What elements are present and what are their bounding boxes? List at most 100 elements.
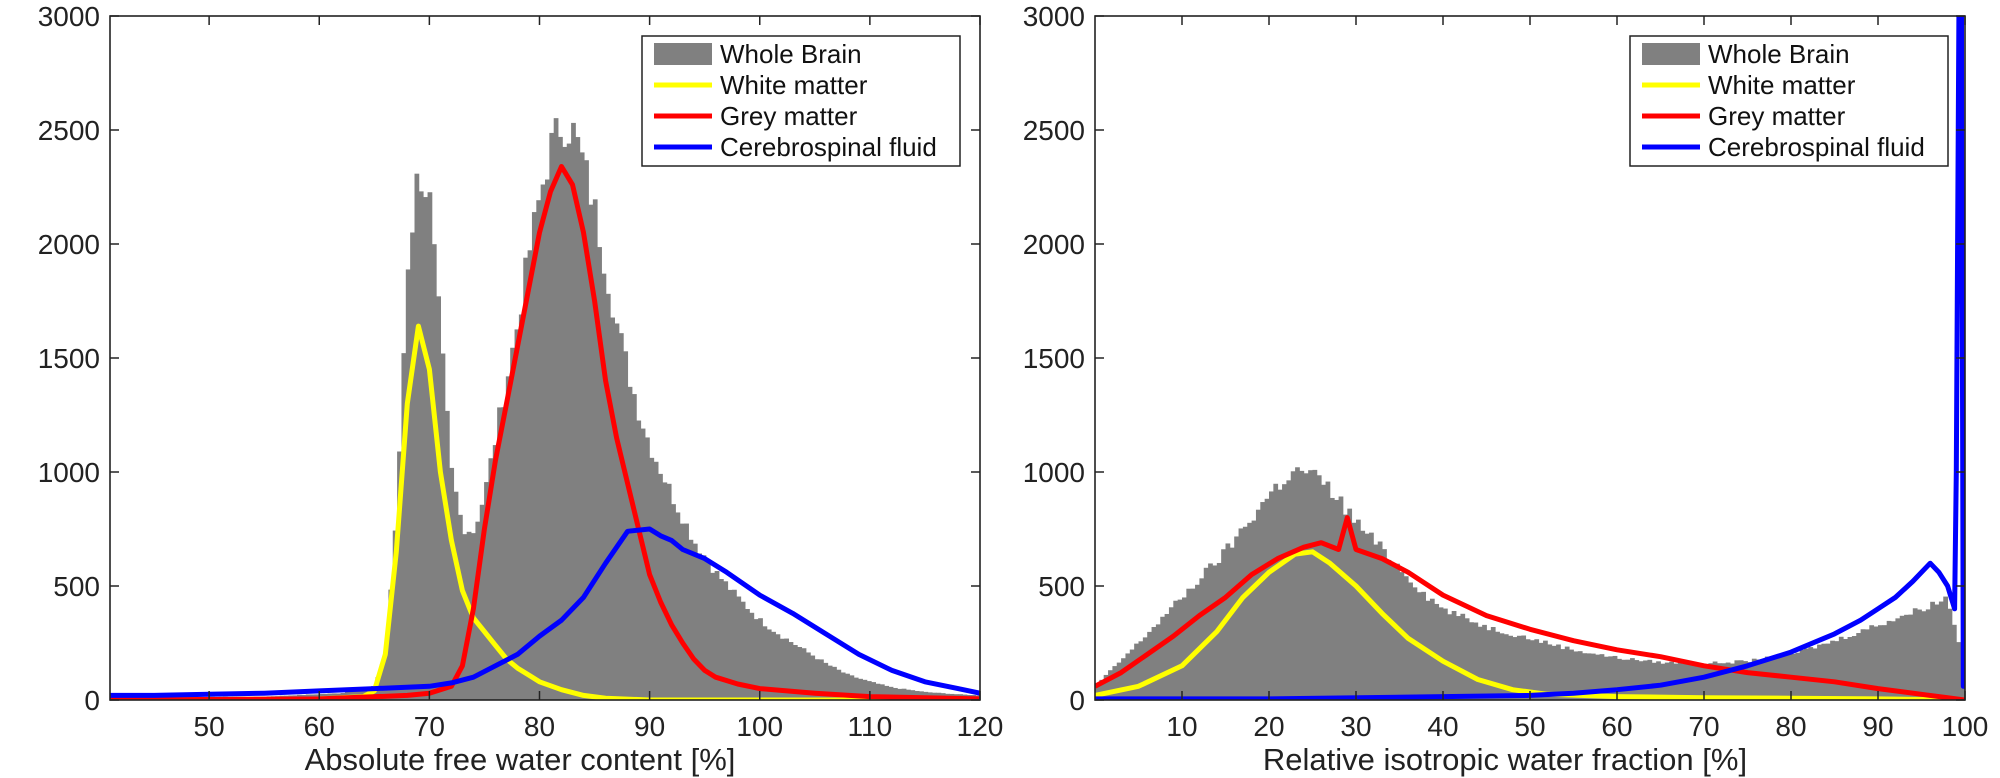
histogram-bar <box>501 407 507 700</box>
y-tick-label: 2000 <box>1023 229 1085 260</box>
histogram-bar <box>423 197 428 700</box>
histogram-bar <box>379 664 385 700</box>
histogram-bar <box>1356 519 1361 700</box>
histogram-bar <box>1695 664 1701 700</box>
histogram-whole-brain <box>1095 467 1965 700</box>
histogram-bar <box>388 589 394 700</box>
histogram-bar <box>1908 614 1914 700</box>
histogram-bar <box>714 571 720 700</box>
y-tick-label: 0 <box>1069 685 1085 716</box>
histogram-bar <box>601 273 607 700</box>
histogram-bar <box>1247 522 1252 700</box>
histogram-bar <box>1299 470 1305 700</box>
y-tick-label: 2000 <box>38 229 100 260</box>
histogram-bar <box>1538 642 1544 700</box>
histogram-bar <box>749 612 755 700</box>
histogram-bar <box>1386 559 1392 700</box>
series-line-grey-matter <box>110 164 980 700</box>
x-tick-label: 30 <box>1340 711 1371 742</box>
histogram-bar <box>792 644 798 700</box>
histogram-bar <box>1590 653 1596 700</box>
histogram-bar <box>1660 663 1666 700</box>
histogram-bar <box>540 184 546 700</box>
histogram-bar <box>1438 607 1444 700</box>
histogram-bar <box>1321 484 1326 700</box>
legend-label-grey-matter: Grey matter <box>720 101 858 131</box>
histogram-bar <box>1860 629 1866 700</box>
histogram-bar <box>1255 509 1261 700</box>
histogram-bar <box>1912 608 1918 700</box>
y-tick-label: 0 <box>84 685 100 716</box>
histogram-bar <box>1625 659 1631 700</box>
histogram-bar <box>1595 654 1600 700</box>
histogram-bar <box>414 173 420 700</box>
histogram-bar <box>1769 658 1774 700</box>
histogram-bar <box>710 572 716 700</box>
histogram-bar <box>840 672 846 700</box>
histogram-bar <box>605 293 611 700</box>
plot-area <box>110 118 980 700</box>
histogram-bar <box>671 504 676 700</box>
histogram-bar <box>1234 536 1239 700</box>
histogram-bar <box>1747 662 1753 700</box>
histogram-bar <box>697 553 702 700</box>
histogram-bar <box>475 521 481 700</box>
histogram-bar <box>1251 520 1257 700</box>
histogram-bar <box>1177 599 1183 700</box>
histogram-bar <box>1756 659 1761 700</box>
histogram-bar <box>410 232 415 700</box>
histogram-bar <box>810 655 816 700</box>
chart-right: 0 500 1000 1500 2000 2500 3000 10 20 30 40 50 60 70 80… <box>1023 1 1989 777</box>
histogram-bar <box>1186 588 1192 700</box>
histogram-bar <box>462 534 468 700</box>
histogram-bar <box>832 666 837 700</box>
histogram-bar <box>401 353 407 700</box>
series-line-white-matter <box>1095 549 1965 700</box>
histogram-bar <box>1138 641 1144 700</box>
histogram-bar <box>1725 662 1731 700</box>
histogram-bar <box>1560 649 1566 700</box>
histogram-bar <box>1269 491 1274 700</box>
histogram-bar <box>588 204 594 700</box>
histogram-bar <box>836 669 842 700</box>
histogram-bar <box>562 146 568 700</box>
histogram-bar <box>1242 526 1248 700</box>
histogram-bar <box>1312 469 1318 700</box>
histogram-bar <box>1112 666 1118 700</box>
histogram-bar <box>1864 629 1870 700</box>
histogram-bar <box>1851 636 1857 700</box>
histogram-bar <box>1556 644 1561 700</box>
histogram-bar <box>1195 584 1200 700</box>
histogram-bar <box>1373 544 1379 700</box>
histogram-bar <box>1099 679 1105 700</box>
x-tick-label: 60 <box>1601 711 1632 742</box>
x-tick-label: 60 <box>304 711 335 742</box>
histogram-bar <box>510 347 515 700</box>
histogram-bar <box>1351 522 1357 700</box>
y-tick-label: 1000 <box>1023 457 1085 488</box>
histogram-bar <box>1586 653 1592 700</box>
histogram-bar <box>1812 648 1818 700</box>
histogram-bar <box>1503 634 1509 700</box>
histogram-bar <box>675 512 681 700</box>
histogram-bar <box>440 353 446 700</box>
histogram-bar <box>1364 533 1370 700</box>
histogram-bar <box>1325 481 1331 700</box>
histogram-bar <box>1482 624 1487 700</box>
histogram-bar <box>453 491 459 700</box>
histogram-bar <box>1295 467 1300 700</box>
histogram-bar <box>444 410 450 700</box>
histogram-bar <box>1647 659 1653 700</box>
histogram-bar <box>1469 622 1474 700</box>
histogram-bar <box>901 688 907 700</box>
histogram-bar <box>1490 627 1496 700</box>
histogram-bar <box>1821 643 1827 700</box>
histogram-bar <box>505 376 511 700</box>
histogram-bar <box>1564 646 1570 700</box>
x-tick-label: 110 <box>848 711 893 742</box>
histogram-bar <box>1273 483 1279 700</box>
histogram-bar <box>740 601 746 700</box>
histogram-bar <box>1730 663 1735 700</box>
histogram-bar <box>1656 661 1661 700</box>
histogram-bar <box>1925 609 1931 700</box>
